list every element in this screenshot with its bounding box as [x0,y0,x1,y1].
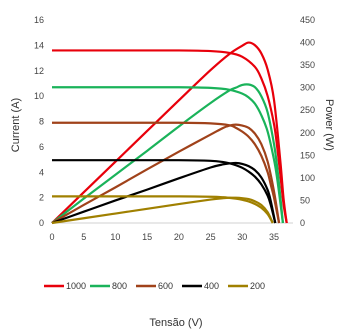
iv-curve-1000 [52,49,288,224]
legend-label-600: 600 [158,281,173,291]
y-left-tick-label: 12 [34,66,44,76]
y-axis-right-title: Power (W) [323,99,335,151]
y-left-tick-label: 2 [39,193,44,203]
y-right-tick-label: 350 [300,60,315,70]
y-left-tick-label: 10 [34,91,44,101]
y-left-tick-label: 4 [39,167,44,177]
x-tick-label: 5 [81,232,86,242]
y-right-tick-label: 450 [300,15,315,25]
y-axis-left-title: Current (A) [10,98,22,152]
y-left-tick-label: 6 [39,142,44,152]
x-tick-label: 15 [142,232,152,242]
x-tick-label: 0 [49,232,54,242]
series-layer [51,41,288,225]
x-tick-label: 25 [206,232,216,242]
x-tick-label: 20 [174,232,184,242]
y-right-tick-label: 400 [300,38,315,48]
y-right-tick-label: 0 [300,218,305,228]
y-right-tick-label: 100 [300,173,315,183]
legend-label-400: 400 [204,281,219,291]
x-tick-label: 10 [110,232,120,242]
axes-layer: 0 5 10 15 20 25 30 3502468101214160501001502002… [34,15,315,242]
y-left-tick-label: 16 [34,15,44,25]
pv-curve-600 [51,123,281,224]
y-right-tick-label: 50 [300,195,310,205]
y-right-tick-label: 250 [300,105,315,115]
y-right-tick-label: 200 [300,128,315,138]
legend-label-1000: 1000 [66,281,86,291]
pv-curve-200 [51,196,274,225]
x-axis-title: Tensão (V) [149,317,202,329]
y-left-tick-label: 0 [39,218,44,228]
iv-curve-800 [52,86,284,224]
y-left-tick-label: 8 [39,117,44,127]
iv-curve-400 [52,159,277,224]
iv-curve-600 [52,121,281,224]
y-right-tick-label: 300 [300,83,315,93]
y-left-tick-label: 14 [34,40,44,50]
pv-curve-1000 [51,41,288,224]
x-tick-label: 35 [269,232,279,242]
x-tick-label: 30 [237,232,247,242]
y-right-tick-label: 150 [300,150,315,160]
pv-curve-400 [51,161,277,225]
legend: 1000 800 600 400 200 [44,281,265,291]
legend-label-200: 200 [250,281,265,291]
pv-curve-800 [51,83,284,224]
legend-label-800: 800 [112,281,127,291]
